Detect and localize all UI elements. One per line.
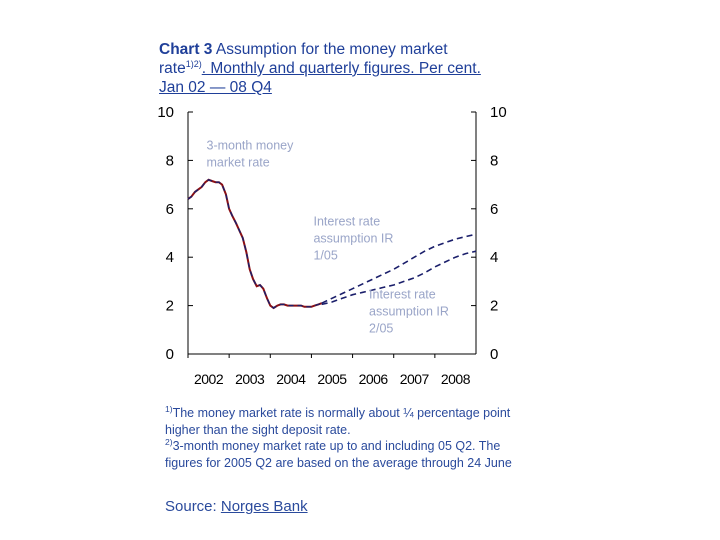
y-tick-label-left: 10 xyxy=(157,104,174,121)
chart-number: Chart 3 xyxy=(159,41,213,58)
source-label: Source: xyxy=(165,498,217,515)
y-tick-label-left: 2 xyxy=(166,298,174,315)
footnote-2-text: 3-month money market rate up to and incl… xyxy=(165,439,512,470)
x-tick-label: 2006 xyxy=(359,371,389,387)
y-tick-label-left: 0 xyxy=(166,346,174,363)
y-tick-label-left: 6 xyxy=(166,201,174,218)
source-name: Norges Bank xyxy=(220,498,308,515)
y-tick-label-right: 0 xyxy=(490,346,498,363)
title-text: Assumption for the money market rate xyxy=(159,41,448,77)
x-tick-label: 2005 xyxy=(317,371,347,387)
footnote-2: 2)3-month money market rate up to and in… xyxy=(165,438,525,471)
annotation-2: Interest rate assumption IR 2/05 xyxy=(369,287,449,335)
x-tick-label: 2002 xyxy=(194,371,224,387)
chart-title: Chart 3 Assumption for the money market … xyxy=(159,40,489,97)
series-line-0 xyxy=(187,178,323,310)
title-footnote-marker: 1)2) xyxy=(185,58,202,69)
y-tick-label-right: 4 xyxy=(490,249,498,266)
y-tick-label-right: 8 xyxy=(490,152,498,169)
y-tick-label-left: 8 xyxy=(166,152,174,169)
x-tick-label: 2007 xyxy=(400,371,430,387)
footnote-1: 1)The money market rate is normally abou… xyxy=(165,405,525,438)
series-line-2 xyxy=(321,250,477,306)
series-line-0-dash-overlay xyxy=(187,179,322,309)
footnote-1-marker: 1) xyxy=(165,403,173,414)
footnotes: 1)The money market rate is normally abou… xyxy=(165,405,525,471)
series-line-1 xyxy=(321,233,477,304)
y-tick-label-right: 2 xyxy=(490,298,498,315)
title-rest: . Monthly and quarterly figures. Per cen… xyxy=(159,60,481,96)
footnote-1-text: The money market rate is normally about … xyxy=(165,406,511,437)
x-tick-label: 2004 xyxy=(276,371,306,387)
annotation-1: Interest rate assumption IR 1/05 xyxy=(313,215,393,263)
y-tick-label-right: 6 xyxy=(490,201,498,218)
x-tick-label: 2008 xyxy=(441,371,471,387)
footnote-2-marker: 2) xyxy=(165,436,173,447)
annotation-0: 3-month money market rate xyxy=(207,139,295,170)
source-line: Source: Norges Bank xyxy=(165,498,308,515)
y-tick-label-left: 4 xyxy=(166,249,174,266)
x-tick-label: 2003 xyxy=(235,371,265,387)
y-tick-label-right: 10 xyxy=(490,104,507,121)
